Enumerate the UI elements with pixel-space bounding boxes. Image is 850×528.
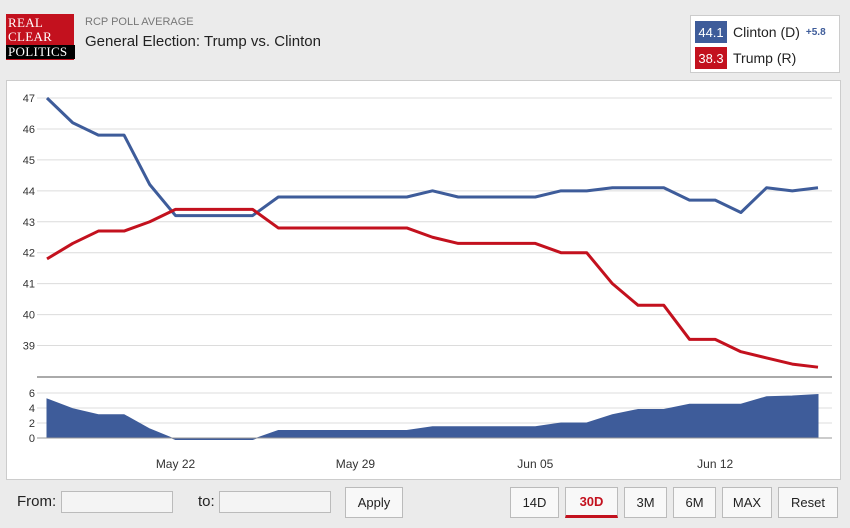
logo-line-1: REAL xyxy=(8,15,44,30)
range-max-button[interactable]: MAX xyxy=(722,487,772,518)
series-line-trump xyxy=(46,207,819,369)
range-6m-button[interactable]: 6M xyxy=(673,487,716,518)
x-tick-label: May 29 xyxy=(336,457,376,471)
rcp-logo[interactable]: REAL CLEAR POLITICS xyxy=(6,14,75,60)
clinton-legend-label: Clinton (D) xyxy=(733,24,800,40)
spread-y-tick-label: 6 xyxy=(29,388,35,400)
range-14d-button[interactable]: 14D xyxy=(510,487,559,518)
spread-y-tick-label: 0 xyxy=(29,433,35,445)
y-tick-label: 41 xyxy=(23,279,35,291)
trump-value-badge: 38.3 xyxy=(695,47,727,69)
range-30d-button[interactable]: 30D xyxy=(565,487,618,518)
y-tick-label: 42 xyxy=(23,248,35,260)
clinton-value-badge: 44.1 xyxy=(695,21,727,43)
from-date-input[interactable] xyxy=(61,491,173,513)
chart-header: REAL CLEAR POLITICS RCP POLL AVERAGE Gen… xyxy=(0,0,850,80)
reset-button[interactable]: Reset xyxy=(778,487,838,518)
y-tick-label: 45 xyxy=(23,155,35,167)
chart-footer: From: to: Apply 14D 30D 3M 6M MAX Reset xyxy=(0,482,850,528)
logo-line-2: CLEAR xyxy=(8,29,53,44)
chart-subtitle: RCP POLL AVERAGE xyxy=(85,16,194,28)
x-tick-label: Jun 05 xyxy=(517,457,553,471)
range-3m-button[interactable]: 3M xyxy=(624,487,667,518)
x-tick-label: May 22 xyxy=(156,457,196,471)
clinton-spread: +5.8 xyxy=(805,26,826,38)
y-tick-label: 43 xyxy=(23,217,35,229)
legend-item-clinton[interactable]: 44.1 Clinton (D) +5.8 xyxy=(695,21,826,43)
y-tick-label: 44 xyxy=(23,186,35,198)
x-tick-label: Jun 12 xyxy=(697,457,733,471)
main-plot-background xyxy=(37,93,832,377)
chart-title: General Election: Trump vs. Clinton xyxy=(85,33,321,50)
y-tick-label: 46 xyxy=(23,124,35,136)
y-tick-label: 47 xyxy=(23,93,35,105)
spread-y-tick-label: 2 xyxy=(29,418,35,430)
to-date-input[interactable] xyxy=(219,491,331,513)
series-line-clinton xyxy=(45,96,819,218)
apply-button[interactable]: Apply xyxy=(345,487,403,518)
to-label: to: xyxy=(198,493,215,510)
legend-item-trump[interactable]: 38.3 Trump (R) xyxy=(695,47,796,69)
spread-area xyxy=(46,393,819,440)
logo-line-3: POLITICS xyxy=(6,45,75,59)
y-tick-label: 39 xyxy=(23,341,35,353)
chart-panel: 39 40 41 42 43 44 45 46 47 0 2 4 6 May 22 May 29 Jun 05… xyxy=(6,80,841,480)
y-tick-label: 40 xyxy=(23,310,35,322)
trump-legend-label: Trump (R) xyxy=(733,50,797,66)
legend: 44.1 Clinton (D) +5.8 38.3 Trump (R) xyxy=(690,15,840,73)
spread-y-tick-label: 4 xyxy=(29,403,35,415)
from-label: From: xyxy=(17,493,57,510)
